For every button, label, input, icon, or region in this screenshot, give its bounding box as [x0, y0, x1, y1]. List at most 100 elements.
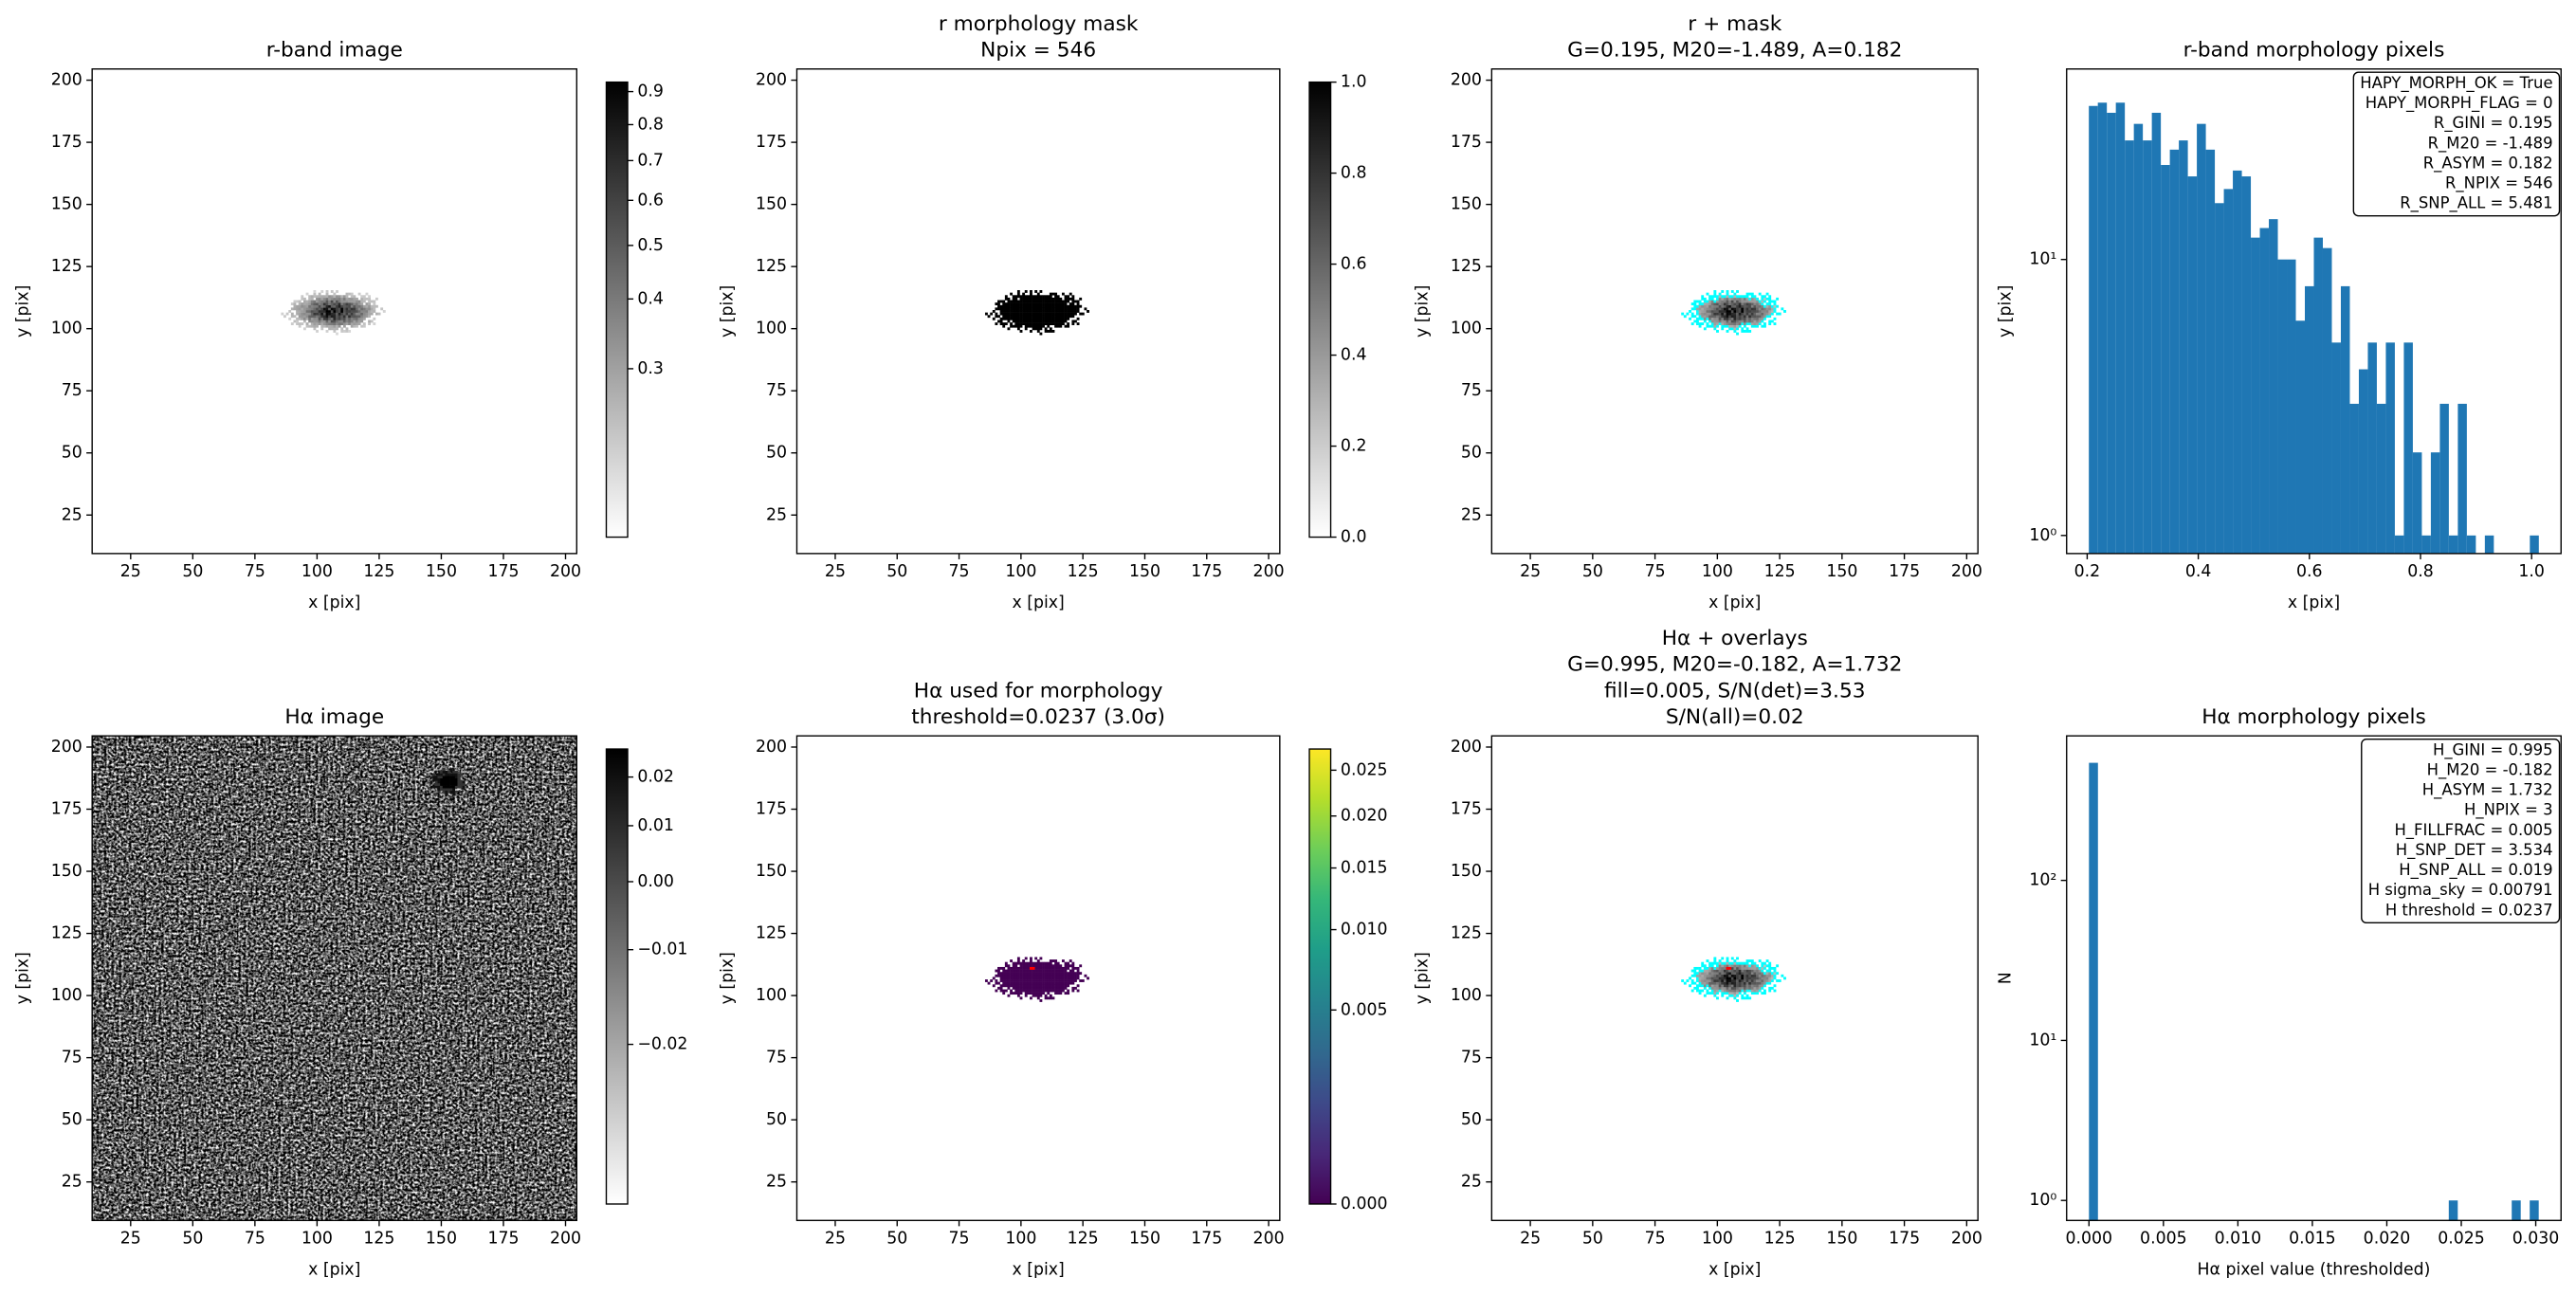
x-tick-label: 0.005 [2140, 1229, 2187, 1248]
image-pixel [373, 322, 376, 325]
image-pixel [1708, 969, 1712, 973]
image-pixel [1036, 312, 1040, 316]
image-pixel [1736, 322, 1739, 325]
image-pixel [1743, 961, 1746, 965]
image-pixel [1756, 319, 1760, 323]
image-pixel [1733, 977, 1737, 980]
image-pixel [322, 300, 326, 303]
image-pixel [1728, 315, 1732, 319]
image-pixel [1061, 300, 1065, 303]
image-pixel [1728, 319, 1732, 323]
image-pixel [1738, 322, 1742, 325]
image-pixel [987, 315, 991, 319]
image-pixel [370, 300, 374, 303]
image-pixel [1014, 961, 1018, 965]
image-pixel [1750, 974, 1754, 977]
image-pixel [1743, 297, 1746, 301]
image-pixel [1064, 324, 1068, 328]
image-pixel [350, 292, 354, 296]
image-pixel [1710, 295, 1714, 299]
image-pixel [338, 310, 341, 313]
image-pixel [298, 310, 301, 313]
image-pixel [1014, 977, 1018, 980]
image-pixel [1022, 300, 1026, 303]
image-pixel [1741, 972, 1745, 976]
image-pixel [1733, 302, 1737, 306]
image-pixel [1022, 292, 1026, 296]
image-pixel [1054, 969, 1058, 973]
image-pixel [320, 324, 324, 328]
image-pixel [340, 312, 344, 316]
image-pixel [1713, 315, 1717, 319]
image-pixel [338, 302, 341, 306]
image-pixel [325, 329, 329, 333]
image-pixel [1743, 979, 1746, 982]
image-pixel [1758, 304, 1762, 308]
image-pixel [1059, 324, 1063, 328]
image-pixel [1765, 972, 1769, 976]
image-pixel [1061, 319, 1065, 323]
image-pixel [1770, 966, 1774, 970]
stats-line: R_SNP_ALL = 5.481 [2400, 194, 2552, 213]
image-pixel [1723, 302, 1726, 306]
image-pixel [1761, 319, 1764, 323]
image-pixel [1726, 977, 1729, 980]
image-pixel [1042, 317, 1045, 320]
image-pixel [328, 297, 332, 301]
image-pixel [1059, 307, 1063, 311]
image-pixel [1710, 302, 1714, 306]
image-pixel [302, 315, 306, 319]
image-pixel [368, 302, 372, 306]
histogram-bar [2358, 369, 2368, 554]
image-pixel [345, 319, 349, 323]
image-pixel [1016, 984, 1020, 988]
image-pixel [356, 324, 358, 328]
image-pixel [1713, 304, 1717, 308]
image-pixel [1713, 327, 1717, 331]
image-pixel [454, 776, 458, 779]
histogram-bar [2430, 452, 2440, 554]
image-pixel [1067, 297, 1070, 301]
image-pixel [1745, 302, 1749, 306]
image-pixel [1064, 966, 1068, 970]
image-pixel [1738, 992, 1742, 995]
image-pixel [330, 295, 334, 299]
image-pixel [1071, 981, 1075, 985]
y-tick-label: 75 [62, 381, 82, 400]
image-pixel [1706, 317, 1709, 320]
image-pixel [1726, 307, 1729, 311]
image-pixel [1056, 961, 1060, 965]
image-pixel [1721, 315, 1725, 319]
image-pixel [1049, 972, 1052, 976]
image-pixel [1736, 307, 1739, 311]
image-pixel [1703, 966, 1707, 970]
image-pixel [1039, 957, 1043, 960]
image-pixel [1708, 992, 1712, 995]
image-pixel [460, 780, 463, 784]
image-pixel [1726, 312, 1729, 316]
image-pixel [1768, 312, 1772, 316]
image-pixel [1756, 315, 1760, 319]
image-pixel [360, 300, 364, 303]
image-pixel [1044, 966, 1048, 970]
image-pixel [1014, 317, 1018, 320]
image-pixel [1032, 317, 1035, 320]
image-pixel [1695, 322, 1699, 325]
image-pixel [316, 300, 319, 303]
image-pixel [328, 319, 332, 323]
image-pixel [350, 322, 354, 325]
image-pixel [1022, 317, 1026, 320]
histogram-bar [2151, 112, 2162, 554]
image-pixel [1726, 992, 1729, 995]
image-pixel [360, 310, 364, 313]
image-pixel [1703, 327, 1707, 331]
image-pixel [1770, 977, 1774, 980]
image-pixel [1007, 986, 1011, 990]
image-pixel [1713, 307, 1717, 311]
image-pixel [1713, 974, 1717, 977]
image-pixel [338, 297, 341, 301]
image-pixel [1034, 302, 1038, 306]
histogram-bar [2385, 342, 2395, 554]
image-pixel [333, 292, 337, 296]
image-pixel [1039, 324, 1043, 328]
